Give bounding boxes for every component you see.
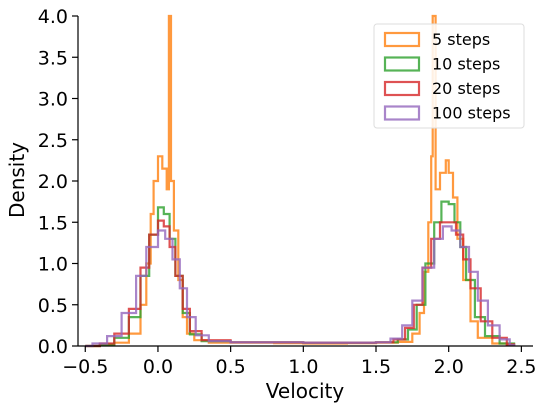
x-tick-label: 1.5: [361, 356, 391, 378]
legend-label: 100 steps: [432, 104, 511, 123]
ticks: −0.5 0.0 0.5 1.0 1.5 2.0 2.50.00.51.01.52.02.5…: [38, 6, 537, 378]
x-tick-label: 0.0: [143, 356, 173, 378]
x-tick-label: 0.5: [216, 356, 246, 378]
legend-swatch: [383, 56, 421, 72]
y-tick-label: 3.0: [38, 89, 68, 111]
y-tick-label: 0.5: [38, 295, 68, 317]
y-tick-label: 3.5: [38, 47, 68, 69]
x-axis-title: Velocity: [266, 379, 345, 403]
x-tick-label: 1.0: [288, 356, 318, 378]
legend-swatch: [383, 80, 421, 97]
y-tick-label: 2.0: [38, 171, 68, 193]
y-tick-label: 1.0: [38, 254, 68, 276]
x-tick-label: 2.0: [434, 356, 464, 378]
legend: 5 steps 10 steps 20 steps 100 steps: [373, 23, 525, 129]
series-line-20-steps: [85, 219, 516, 348]
x-tick-label: 2.5: [506, 356, 536, 378]
legend-label: 10 steps: [432, 55, 500, 74]
legend-swatch: [383, 31, 421, 48]
legend-swatch: [383, 105, 421, 121]
legend-label: 5 steps: [432, 30, 490, 49]
y-tick-label: 0.0: [38, 336, 68, 358]
y-tick-label: 4.0: [38, 6, 68, 28]
legend-box: [373, 23, 525, 129]
series-line-100-steps: [85, 225, 516, 348]
x-tick-label: −0.5: [62, 356, 108, 378]
y-tick-label: 2.5: [38, 130, 68, 152]
plot-area: [85, 14, 516, 348]
y-axis-title: Density: [5, 142, 29, 218]
legend-label: 20 steps: [432, 79, 500, 98]
y-tick-label: 1.5: [38, 212, 68, 234]
